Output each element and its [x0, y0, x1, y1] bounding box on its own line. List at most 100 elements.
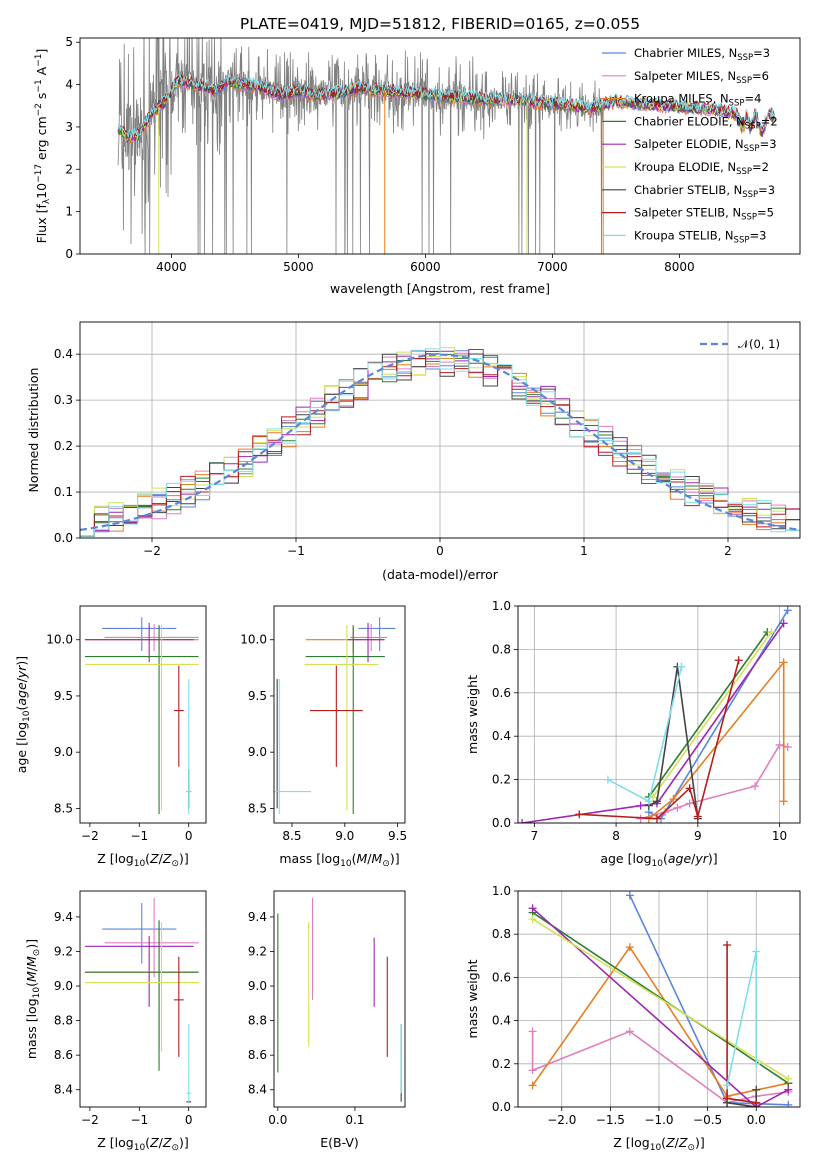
- errorbar-point-chabrier_elodie: [84, 920, 199, 1071]
- axes-frame: [79, 890, 207, 1108]
- panel-mw_vs_age: 7 8 9 10 0.0 0.2 0.4 0.6 0.8 1.0 age [log10(age/yr…: [465, 599, 801, 869]
- plot-area-age_vs_mass: [274, 617, 396, 815]
- errorbar-point-kroupa_stelib: [186, 679, 192, 815]
- x-tick-label: 7: [531, 829, 539, 843]
- data-marker: [779, 797, 788, 806]
- x-tick-label: −1: [287, 544, 305, 558]
- x-tick-label: −1: [130, 829, 148, 843]
- observed-spectrum: [117, 38, 607, 254]
- mass-weight-line-salpeter_miles: [531, 1030, 789, 1104]
- x-tick-label: 8: [612, 829, 620, 843]
- data-marker: [528, 1081, 537, 1090]
- mass-weight-line-salpeter_stelib: [579, 660, 740, 820]
- y-tick-label: 9.5: [248, 689, 267, 703]
- legend-label: Chabrier MILES, NSSP=3: [634, 46, 770, 63]
- data-marker: [779, 619, 788, 628]
- errorbar-point-salpeter_stelib: [309, 665, 363, 767]
- y-tick-label: 1.0: [492, 599, 511, 613]
- normal-distribution-curve: [80, 353, 800, 531]
- x-axis-label: E(B-V): [320, 1135, 359, 1150]
- data-marker: [734, 656, 743, 665]
- legend-label: Kroupa ELODIE, NSSP=2: [634, 160, 769, 177]
- x-tick-label: 0.1: [345, 1113, 364, 1127]
- errorbar-point-chabrier_elodie: [84, 625, 199, 815]
- figure-title: PLATE=0419, MJD=51812, FIBERID=0165, z=0…: [240, 15, 640, 33]
- panel-age_vs_mass: 8.5 9.0 9.5 8.5 9.0 9.5 10.0 mass [log10(M/M⊙)]: [240, 605, 407, 869]
- plot-area-age_vs_Z: [84, 617, 199, 815]
- x-tick-label: −1.5: [596, 1113, 625, 1127]
- errorbar-point-kroupa_elodie: [304, 625, 379, 811]
- x-tick-label: 8000: [664, 260, 695, 274]
- y-tick-label: 0: [65, 247, 73, 261]
- y-axis-label: mass [log10(M/M⊙)]: [24, 939, 42, 1059]
- legend-label: Kroupa STELIB, NSSP=3: [634, 228, 766, 245]
- plot-area-residuals: [80, 347, 800, 537]
- x-tick-label: 7000: [537, 260, 568, 274]
- x-axis-label: age [log10(age/yr)]: [600, 851, 717, 869]
- y-tick-label: 10.0: [46, 633, 73, 647]
- plot-area-mass_vs_Z: [84, 897, 199, 1103]
- errorbar-point-chabrier_miles: [102, 617, 177, 651]
- data-marker: [752, 1085, 761, 1094]
- data-marker: [723, 1081, 732, 1090]
- y-tick-label: 0.6: [492, 970, 511, 984]
- x-tick-label: −2: [81, 1113, 99, 1127]
- x-axis-label: Z [log10(Z/Z⊙)]: [613, 1135, 705, 1153]
- mass-weight-line-chabrier_elodie: [648, 631, 768, 798]
- data-marker: [625, 891, 634, 900]
- data-marker: [673, 803, 682, 812]
- mass-weight-line-chabrier_miles: [629, 894, 789, 1106]
- data-marker: [752, 1059, 761, 1068]
- x-tick-label: 4000: [156, 260, 187, 274]
- legend-label: Kroupa MILES, NSSP=4: [634, 92, 761, 109]
- data-marker: [644, 797, 653, 806]
- plot-area-spectrum: [117, 38, 775, 254]
- panel-spectrum: 4000 5000 6000 7000 8000 0 1 2 3 4 5 wavelength [An…: [34, 35, 801, 296]
- x-axis-label: Z [log10(Z/Z⊙)]: [97, 851, 189, 869]
- data-marker: [669, 795, 678, 804]
- errorbar-point-chabrier_stelib: [275, 679, 280, 809]
- errorbar-point-kroupa_stelib: [274, 679, 311, 815]
- errorbar-point-chabrier_elodie: [305, 625, 385, 815]
- y-tick-label: 9.4: [54, 910, 73, 924]
- x-tick-label: 0: [185, 1113, 193, 1127]
- errorbar-point-kroupa_stelib: [186, 1024, 192, 1102]
- x-axis-label: wavelength [Angstrom, rest frame]: [330, 281, 550, 296]
- y-tick-label: 4: [65, 78, 73, 92]
- errorbar-point-salpeter_stelib: [173, 956, 184, 1057]
- panel-age_vs_Z: −2 −1 0 8.5 9.0 9.5 10.0 Z [log10(Z/Z⊙)] age [lo…: [14, 605, 207, 869]
- y-tick-label: 9.0: [54, 979, 73, 993]
- mass-weight-line-kroupa_miles: [648, 660, 785, 820]
- y-tick-label: 0.8: [492, 927, 511, 941]
- x-axis-label: mass [log10(M/M⊙)]: [279, 851, 399, 869]
- y-axis-label: Normed distribution: [26, 368, 41, 493]
- y-tick-label: 9.5: [54, 689, 73, 703]
- data-marker: [783, 743, 792, 752]
- legend-label: Salpeter MILES, NSSP=6: [634, 69, 769, 86]
- y-tick-label: 0.0: [492, 816, 511, 830]
- mass-weight-line-kroupa_elodie: [652, 631, 773, 798]
- data-marker: [783, 606, 792, 615]
- y-axis-label: age [log10(age/yr)]: [14, 656, 32, 773]
- mass-weight-line-chabrier_stelib: [726, 1089, 757, 1107]
- axes-frame: [79, 37, 801, 255]
- axes-frame: [517, 605, 801, 824]
- y-tick-label: 0.2: [54, 439, 73, 453]
- y-tick-label: 9.0: [248, 979, 267, 993]
- y-tick-label: 2: [65, 162, 73, 176]
- x-tick-label: 8.5: [282, 829, 301, 843]
- y-tick-label: 8.5: [248, 801, 267, 815]
- errorbar-point-chabrier_miles: [358, 617, 396, 651]
- y-tick-label: 0.4: [54, 347, 73, 361]
- data-marker: [528, 904, 537, 913]
- axes-frame: [273, 605, 406, 824]
- legend-label: 𝒩(0, 1): [738, 337, 780, 351]
- y-tick-label: 9.2: [248, 944, 267, 958]
- data-marker: [685, 799, 694, 808]
- model-spectrum-salpeter_elodie: [117, 76, 775, 144]
- errorbar-point-salpeter_stelib: [173, 665, 184, 767]
- data-marker: [751, 782, 760, 791]
- data-marker: [528, 915, 537, 924]
- y-tick-label: 0.6: [492, 686, 511, 700]
- data-marker: [528, 1066, 537, 1075]
